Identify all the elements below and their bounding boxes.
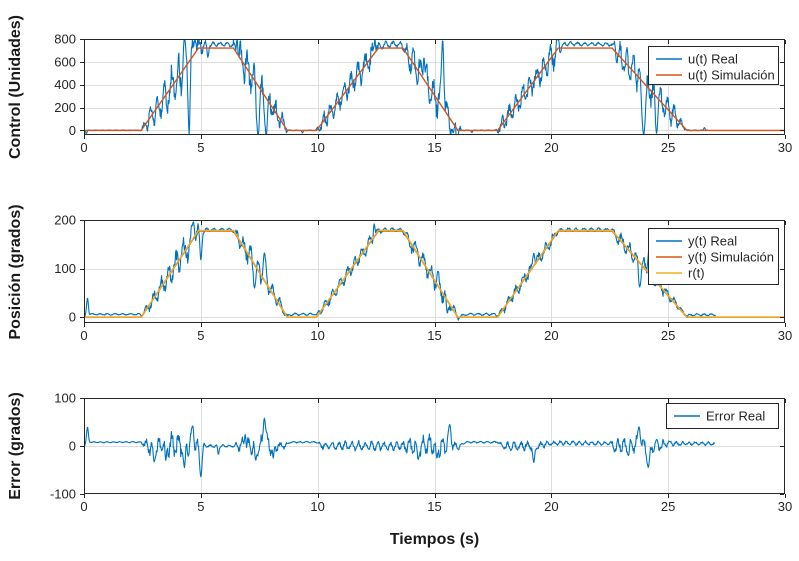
- xtick-label: 0: [80, 499, 87, 514]
- ytick-label: 600: [54, 54, 76, 69]
- xtick-label: 5: [197, 328, 204, 343]
- ticks-error: [80, 398, 786, 498]
- subplot-error: 0 5 10 15 20 25 30 -100 0 100 Error Real: [50, 391, 792, 515]
- xtick-label: 0: [80, 328, 87, 343]
- xtick-label: 25: [661, 328, 675, 343]
- legend-error: Error Real: [666, 403, 779, 429]
- line-error_real: [84, 417, 716, 478]
- ticks-control: [80, 39, 786, 139]
- ticks-posicion: [80, 220, 786, 327]
- ytick-label: -100: [50, 487, 76, 502]
- xtick-label: 20: [544, 328, 558, 343]
- legend-box: [648, 46, 779, 85]
- ytick-label: 100: [54, 261, 76, 276]
- series-group-error: [84, 417, 716, 478]
- ylabel-control: Control (Unidades): [7, 15, 24, 159]
- legend-label: y(t) Simulación: [688, 250, 774, 265]
- line-u_sim: [84, 47, 785, 132]
- xtick-label: 30: [778, 140, 792, 155]
- legend-label: r(t): [688, 266, 705, 281]
- axes-frame-error: [84, 398, 785, 494]
- legend-label: y(t) Real: [688, 234, 737, 249]
- ytick-label: 100: [54, 391, 76, 406]
- xtick-label: 25: [661, 499, 675, 514]
- line-u_real: [84, 39, 708, 135]
- ytick-label: 800: [54, 32, 76, 47]
- series-group-posicion: [84, 221, 785, 321]
- ytick-label: 200: [54, 213, 76, 228]
- ylabel-error: Error (grados): [7, 392, 24, 500]
- xtick-label: 15: [427, 140, 441, 155]
- xtick-label: 25: [661, 140, 675, 155]
- line-y_real: [84, 221, 716, 321]
- ytick-label: 200: [54, 100, 76, 115]
- ytick-label: 400: [54, 77, 76, 92]
- xtick-label: 20: [544, 499, 558, 514]
- legend-label: Error Real: [706, 409, 765, 424]
- xtick-label: 0: [80, 140, 87, 155]
- axes-frame-control: [84, 39, 785, 135]
- xtick-label: 10: [310, 328, 324, 343]
- line-r: [84, 229, 785, 318]
- xtick-label: 5: [197, 499, 204, 514]
- xtick-label: 20: [544, 140, 558, 155]
- xlabel-tiempos: Tiempos (s): [389, 531, 480, 548]
- xtick-label: 10: [310, 499, 324, 514]
- axes-frame-posicion: [84, 220, 785, 323]
- ylabel-posicion: Posición (grados): [7, 203, 24, 340]
- ytick-label: 0: [69, 123, 76, 138]
- xtick-label: 10: [310, 140, 324, 155]
- xtick-label: 5: [197, 140, 204, 155]
- legend-label: u(t) Real: [688, 52, 738, 67]
- series-group-control: [84, 39, 785, 135]
- xtick-label: 15: [427, 499, 441, 514]
- tick-labels-control: 0 5 10 15 20 25 30 0 200 400 600 800: [54, 32, 792, 156]
- xtick-label: 30: [778, 328, 792, 343]
- ytick-label: 0: [69, 439, 76, 454]
- tick-labels-posicion: 0 5 10 15 20 25 30 0 100 200: [54, 213, 792, 344]
- tick-labels-error: 0 5 10 15 20 25 30 -100 0 100: [50, 391, 792, 515]
- xtick-label: 30: [778, 499, 792, 514]
- legend-label: u(t) Simulación: [688, 68, 775, 83]
- ytick-label: 0: [69, 310, 76, 325]
- xtick-label: 15: [427, 328, 441, 343]
